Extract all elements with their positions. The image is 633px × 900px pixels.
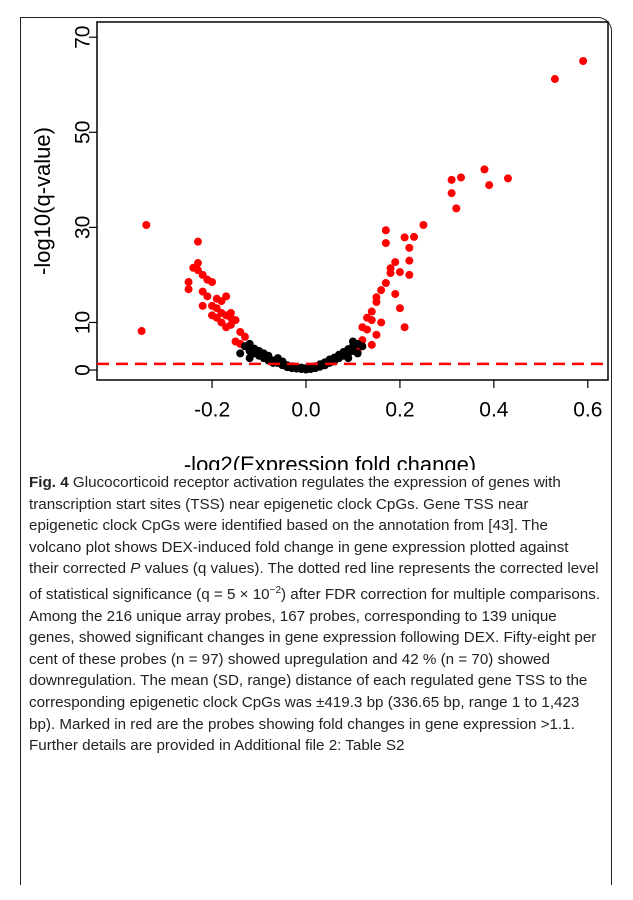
- point: [184, 278, 193, 287]
- x-tick-label: 0.2: [385, 399, 414, 422]
- point: [550, 75, 559, 84]
- point: [367, 316, 376, 325]
- point: [372, 330, 381, 339]
- x-tick-label: 0.6: [573, 399, 602, 422]
- point: [480, 165, 489, 174]
- figure-frame: [20, 17, 612, 885]
- point: [503, 174, 512, 183]
- point: [344, 354, 353, 363]
- point: [391, 258, 400, 267]
- point: [400, 323, 409, 332]
- x-tick-label: 0.0: [291, 399, 320, 422]
- point: [400, 233, 409, 242]
- point: [377, 286, 386, 295]
- point: [240, 332, 249, 341]
- point: [198, 301, 207, 310]
- point: [405, 270, 414, 279]
- point: [358, 323, 367, 332]
- point: [372, 293, 381, 302]
- point: [377, 318, 386, 327]
- point: [236, 349, 245, 358]
- point: [391, 289, 400, 298]
- caption-text: ) after FDR correction for multiple comp…: [29, 586, 601, 755]
- point: [203, 292, 212, 301]
- point: [395, 304, 404, 313]
- point: [456, 173, 465, 182]
- point: [410, 232, 419, 241]
- x-tick-label: -0.2: [194, 399, 230, 422]
- caption-label: Fig. 4: [29, 474, 69, 491]
- point: [137, 327, 146, 336]
- point: [245, 354, 254, 363]
- point: [381, 239, 390, 248]
- point: [395, 268, 404, 277]
- point: [381, 279, 390, 288]
- point: [485, 181, 494, 190]
- point: [386, 264, 395, 273]
- y-tick-label: 0: [72, 364, 95, 376]
- caption: Fig. 4 Glucocorticoid receptor activatio…: [29, 472, 601, 757]
- x-axis-label: -log2(Expression fold change): [184, 452, 476, 470]
- point: [367, 340, 376, 349]
- point: [419, 221, 428, 230]
- caption-text: values (q values). The dotted red line r…: [29, 560, 599, 604]
- point: [193, 237, 202, 246]
- point: [358, 342, 367, 351]
- point: [405, 243, 414, 252]
- point: [452, 204, 461, 213]
- point: [353, 349, 362, 358]
- y-tick-label: 50: [72, 121, 95, 144]
- point: [381, 226, 390, 235]
- x-tick-label: 0.4: [479, 399, 509, 422]
- point: [184, 285, 193, 294]
- point: [231, 337, 240, 346]
- point: [222, 292, 231, 301]
- chart: -log10(q-value) -log2(Expression fold ch…: [30, 21, 609, 470]
- point: [405, 256, 414, 265]
- caption-text: Glucocorticoid receptor activation regul…: [29, 474, 569, 578]
- y-tick-label: 30: [72, 216, 95, 239]
- point: [208, 278, 217, 287]
- point: [208, 311, 217, 320]
- y-tick-label: 70: [72, 26, 95, 49]
- point: [579, 56, 588, 65]
- point: [142, 221, 151, 230]
- point: [447, 189, 456, 198]
- point: [447, 175, 456, 184]
- plot-box: [96, 21, 609, 381]
- caption-superscript: −2: [269, 584, 282, 596]
- point: [222, 323, 231, 332]
- y-tick-label: 10: [72, 311, 95, 334]
- point: [226, 308, 235, 317]
- point: [367, 307, 376, 316]
- caption-italic: P: [130, 560, 141, 578]
- y-axis-label: -log10(q-value): [30, 127, 55, 275]
